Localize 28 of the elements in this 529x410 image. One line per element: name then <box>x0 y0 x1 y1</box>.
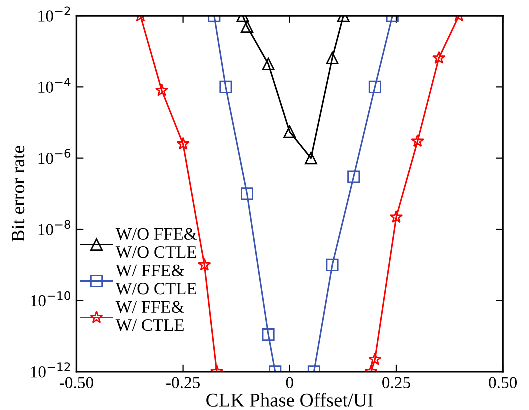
point <box>304 152 318 165</box>
legend-label: W/O FFE& W/O CTLE <box>116 228 198 258</box>
point <box>176 137 190 150</box>
point <box>390 210 404 224</box>
x-tick-label: 0 <box>286 377 294 388</box>
y-tick-label: 10$^{−4}$ <box>38 78 71 94</box>
x-tick-label: 0.25 <box>382 377 410 389</box>
x-tick-label: 0.50 <box>489 377 518 389</box>
y-tick-label: 10$^{−12}$ <box>31 362 70 378</box>
legend-label: W/ FFE& W/ CTLE <box>116 301 184 332</box>
y-tick-label: 10$^{−2}$ <box>38 6 70 22</box>
point <box>220 80 232 94</box>
x-axis-title: CLK Phase Offset/UI <box>206 393 374 407</box>
x-tick-label: -0.25 <box>166 377 200 389</box>
point <box>411 134 424 148</box>
point <box>262 58 275 71</box>
point <box>348 170 360 184</box>
legend-label: W/ FFE& W/O CTLE <box>116 264 196 295</box>
point <box>284 126 296 138</box>
y-tick-label: 10$^{−6}$ <box>38 149 71 164</box>
x-tick-label: -0.50 <box>60 377 94 389</box>
point <box>241 188 254 200</box>
y-tick-label: 10$^{−8}$ <box>38 220 71 236</box>
point <box>198 258 212 271</box>
point <box>368 80 382 94</box>
y-axis-title: Bit error rate <box>12 146 25 242</box>
y-tick-label: 10$^{−10}$ <box>31 291 71 307</box>
point <box>326 258 339 272</box>
